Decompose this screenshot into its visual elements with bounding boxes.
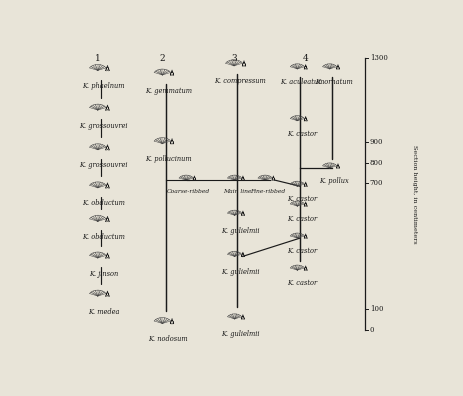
- Text: K. pollux: K. pollux: [319, 177, 349, 185]
- Text: 2: 2: [159, 54, 165, 63]
- Text: K. castor: K. castor: [287, 247, 317, 255]
- Text: K. gulielmii: K. gulielmii: [221, 227, 259, 235]
- Polygon shape: [337, 164, 339, 168]
- Text: 1300: 1300: [369, 54, 388, 62]
- Polygon shape: [304, 116, 307, 121]
- Text: Fine-ribbed: Fine-ribbed: [250, 189, 285, 194]
- Polygon shape: [304, 234, 307, 238]
- Polygon shape: [106, 105, 109, 110]
- Text: 700: 700: [369, 179, 383, 187]
- Text: K. grossouvrei: K. grossouvrei: [80, 161, 128, 169]
- Text: K. gemmatum: K. gemmatum: [145, 87, 192, 95]
- Text: K. castor: K. castor: [287, 215, 317, 223]
- Text: K. gulielmii: K. gulielmii: [221, 268, 259, 276]
- Polygon shape: [106, 183, 109, 188]
- Text: K. grossouvrei: K. grossouvrei: [80, 122, 128, 129]
- Text: Coarse-ribbed: Coarse-ribbed: [167, 189, 211, 194]
- Text: K. obductum: K. obductum: [82, 199, 125, 208]
- Polygon shape: [241, 314, 244, 319]
- Text: Section height, in centimeters: Section height, in centimeters: [412, 145, 417, 243]
- Polygon shape: [170, 70, 174, 76]
- Polygon shape: [170, 139, 174, 144]
- Polygon shape: [304, 202, 307, 207]
- Text: 100: 100: [369, 305, 383, 313]
- Polygon shape: [106, 253, 109, 259]
- Text: 4: 4: [303, 54, 308, 63]
- Polygon shape: [241, 252, 244, 257]
- Text: K. castor: K. castor: [287, 195, 317, 204]
- Polygon shape: [106, 145, 109, 150]
- Text: 1: 1: [94, 54, 100, 63]
- Polygon shape: [106, 216, 109, 222]
- Polygon shape: [304, 65, 307, 69]
- Text: K. phaelnum: K. phaelnum: [82, 82, 125, 90]
- Text: K. compressum: K. compressum: [214, 77, 266, 86]
- Polygon shape: [170, 318, 174, 324]
- Text: K. medea: K. medea: [88, 308, 119, 316]
- Text: K. jinson: K. jinson: [89, 270, 119, 278]
- Text: 900: 900: [369, 138, 383, 146]
- Polygon shape: [106, 291, 109, 297]
- Polygon shape: [272, 176, 275, 181]
- Text: 0: 0: [369, 326, 374, 333]
- Text: 3: 3: [231, 54, 237, 63]
- Text: 800: 800: [369, 158, 383, 167]
- Text: K. pollucinum: K. pollucinum: [145, 155, 192, 163]
- Polygon shape: [304, 182, 307, 187]
- Polygon shape: [106, 65, 109, 71]
- Polygon shape: [241, 176, 244, 181]
- Text: K. nodosum: K. nodosum: [149, 335, 188, 343]
- Polygon shape: [337, 65, 339, 69]
- Text: Main line: Main line: [223, 189, 251, 194]
- Polygon shape: [242, 61, 246, 67]
- Polygon shape: [193, 176, 196, 181]
- Polygon shape: [241, 211, 244, 216]
- Text: K. gulielmii: K. gulielmii: [221, 331, 259, 339]
- Polygon shape: [304, 266, 307, 270]
- Text: K. castor: K. castor: [287, 279, 317, 287]
- Text: K. aculeatum: K. aculeatum: [280, 78, 324, 86]
- Text: K. ornatum: K. ornatum: [315, 78, 353, 86]
- Text: K. obductum: K. obductum: [82, 233, 125, 241]
- Text: K. castor: K. castor: [287, 130, 317, 138]
